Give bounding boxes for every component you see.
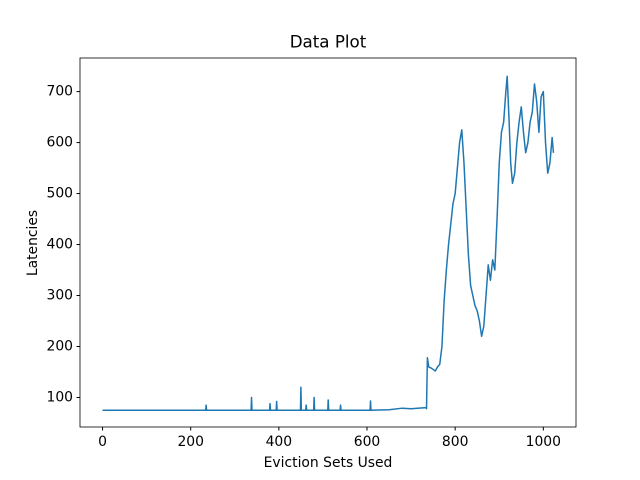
- x-tick-label: 600: [354, 434, 381, 450]
- chart-title: Data Plot: [290, 32, 367, 52]
- x-axis-label: Eviction Sets Used: [264, 455, 393, 471]
- y-tick-label: 200: [46, 339, 73, 355]
- x-tick-label: 0: [98, 434, 107, 450]
- x-tick-label: 800: [442, 434, 469, 450]
- y-tick-label: 400: [46, 237, 73, 253]
- x-tick-label: 1000: [526, 434, 561, 450]
- x-tick-label: 400: [266, 434, 293, 450]
- y-tick-label: 100: [46, 389, 73, 405]
- y-axis-label: Latencies: [25, 210, 41, 276]
- x-tick-label: 200: [177, 434, 204, 450]
- plot-frame: [79, 57, 577, 428]
- y-tick-label: 300: [46, 288, 73, 304]
- y-tick-label: 500: [46, 186, 73, 202]
- y-tick-label: 700: [46, 84, 73, 100]
- data-line: [102, 75, 555, 411]
- y-tick-label: 600: [46, 135, 73, 151]
